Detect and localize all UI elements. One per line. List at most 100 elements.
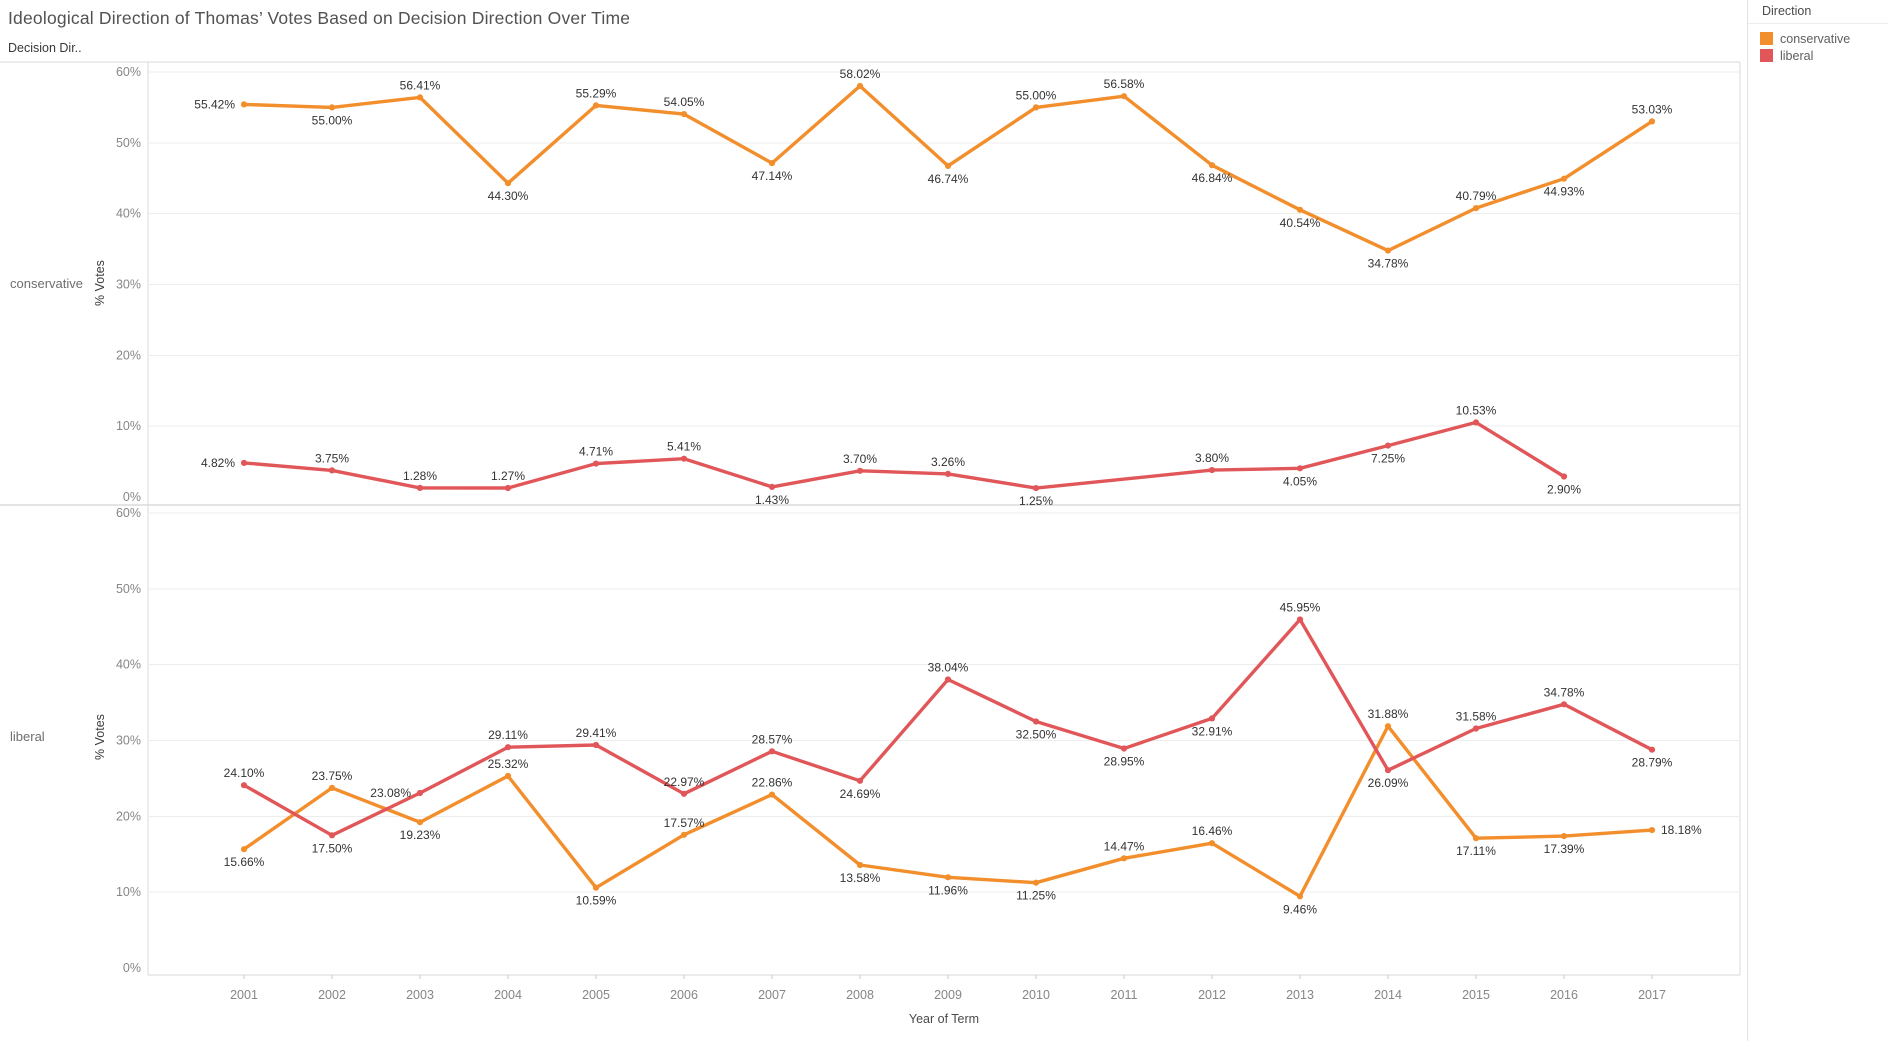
data-point-liberal[interactable] — [416, 789, 424, 797]
data-point-liberal[interactable] — [1560, 701, 1568, 708]
data-point-liberal[interactable] — [240, 459, 248, 466]
series-line-liberal[interactable] — [242, 420, 1566, 490]
data-point-liberal[interactable] — [1384, 442, 1392, 449]
data-point-label: 10.53% — [1456, 403, 1497, 417]
data-point-conservative[interactable] — [240, 846, 248, 853]
data-point-conservative[interactable] — [1472, 205, 1480, 212]
series-line-conservative[interactable] — [242, 724, 1654, 898]
data-point-conservative[interactable] — [856, 82, 864, 90]
data-point-conservative[interactable] — [1296, 893, 1304, 900]
data-point-label: 18.18% — [1661, 823, 1702, 837]
data-point-label: 25.32% — [488, 757, 529, 771]
x-tick-label: 2003 — [406, 988, 434, 1002]
data-point-conservative[interactable] — [504, 180, 512, 187]
x-tick-label: 2008 — [846, 988, 874, 1002]
data-point-conservative[interactable] — [1648, 118, 1656, 125]
legend-item-conservative[interactable]: conservative — [1760, 30, 1888, 47]
data-point-label: 55.00% — [1016, 88, 1057, 102]
data-point-liberal[interactable] — [328, 467, 336, 474]
data-point-conservative[interactable] — [1208, 162, 1216, 169]
data-point-liberal[interactable] — [504, 744, 512, 751]
data-point-liberal[interactable] — [680, 790, 688, 797]
data-point-conservative[interactable] — [944, 162, 952, 169]
data-point-conservative[interactable] — [1032, 879, 1040, 886]
data-point-label: 14.47% — [1104, 839, 1145, 853]
data-point-liberal[interactable] — [680, 455, 688, 462]
data-point-conservative[interactable] — [1560, 175, 1568, 182]
data-point-conservative[interactable] — [592, 884, 600, 891]
data-point-conservative[interactable] — [1384, 723, 1392, 730]
data-point-conservative[interactable] — [328, 104, 336, 111]
data-point-liberal[interactable] — [1032, 718, 1040, 725]
data-point-conservative[interactable] — [592, 102, 600, 109]
chart-title: Ideological Direction of Thomas’ Votes B… — [8, 8, 631, 28]
data-point-liberal[interactable] — [768, 483, 776, 490]
data-point-label: 1.25% — [1019, 494, 1053, 508]
data-point-liberal[interactable] — [1384, 767, 1392, 774]
data-point-conservative[interactable] — [240, 101, 248, 108]
data-point-label: 34.78% — [1368, 257, 1409, 271]
data-point-label: 54.05% — [664, 95, 705, 109]
data-point-label: 40.79% — [1456, 189, 1497, 203]
data-point-conservative[interactable] — [1472, 835, 1480, 842]
data-point-conservative[interactable] — [1208, 840, 1216, 847]
data-point-label: 17.57% — [664, 816, 705, 830]
data-point-conservative[interactable] — [416, 94, 424, 101]
data-point-conservative[interactable] — [680, 831, 688, 838]
data-point-liberal[interactable] — [592, 741, 600, 749]
data-point-liberal[interactable] — [1120, 745, 1128, 752]
data-point-liberal[interactable] — [328, 832, 336, 839]
data-point-liberal[interactable] — [416, 484, 424, 491]
data-point-conservative[interactable] — [1120, 93, 1128, 100]
data-point-liberal[interactable] — [856, 467, 864, 474]
data-point-label: 9.46% — [1283, 902, 1317, 916]
data-point-liberal[interactable] — [944, 470, 952, 477]
line-chart-canvas[interactable]: 0% 10% 20% 30% 40% 50% 60% 0% 10% 20% 30% 40% 50% 60%… — [0, 0, 1745, 1041]
data-point-liberal[interactable] — [1296, 616, 1304, 623]
data-point-liberal[interactable] — [768, 748, 776, 755]
data-point-conservative[interactable] — [768, 791, 776, 798]
data-point-label: 11.96% — [928, 883, 968, 897]
x-tick-label: 2012 — [1198, 988, 1226, 1002]
y-tick-label: 20% — [116, 809, 141, 823]
y-tick-label: 60% — [116, 506, 141, 520]
data-point-liberal[interactable] — [1560, 473, 1568, 480]
data-point-liberal[interactable] — [592, 460, 600, 467]
data-point-conservative[interactable] — [504, 772, 512, 780]
data-point-conservative[interactable] — [328, 784, 336, 792]
data-point-label: 3.75% — [315, 451, 349, 465]
data-point-conservative[interactable] — [416, 819, 424, 826]
data-point-label: 17.50% — [312, 841, 353, 855]
data-point-conservative[interactable] — [1384, 247, 1392, 254]
data-point-liberal[interactable] — [1208, 715, 1216, 722]
x-tick-label: 2016 — [1550, 988, 1578, 1002]
data-point-conservative[interactable] — [1032, 104, 1040, 111]
data-point-conservative[interactable] — [1120, 855, 1128, 862]
x-tick-label: 2002 — [318, 988, 346, 1002]
data-point-liberal[interactable] — [944, 676, 952, 683]
y-axis-title-bottom: % Votes — [93, 714, 107, 760]
data-point-liberal[interactable] — [1472, 419, 1480, 426]
data-point-liberal[interactable] — [240, 782, 248, 789]
data-point-label: 11.25% — [1016, 889, 1056, 903]
data-point-conservative[interactable] — [680, 111, 688, 118]
data-point-label: 1.28% — [403, 469, 437, 483]
data-point-conservative[interactable] — [944, 874, 952, 881]
data-point-liberal[interactable] — [1032, 485, 1040, 492]
data-point-liberal[interactable] — [1648, 746, 1656, 753]
data-point-conservative[interactable] — [856, 861, 864, 869]
data-point-conservative[interactable] — [1648, 827, 1656, 834]
y-tick-label: 10% — [116, 419, 141, 433]
data-point-liberal[interactable] — [1296, 465, 1304, 472]
data-point-conservative[interactable] — [1560, 833, 1568, 840]
data-point-liberal[interactable] — [504, 484, 512, 492]
data-point-conservative[interactable] — [1296, 206, 1304, 213]
data-point-liberal[interactable] — [856, 777, 864, 784]
legend-item-liberal[interactable]: liberal — [1760, 47, 1888, 64]
data-point-label: 17.11% — [1456, 844, 1496, 858]
data-point-label: 1.27% — [491, 469, 525, 483]
data-point-liberal[interactable] — [1208, 467, 1216, 474]
data-point-liberal[interactable] — [1472, 725, 1480, 732]
data-point-conservative[interactable] — [768, 160, 776, 167]
data-point-label: 22.97% — [664, 775, 705, 789]
